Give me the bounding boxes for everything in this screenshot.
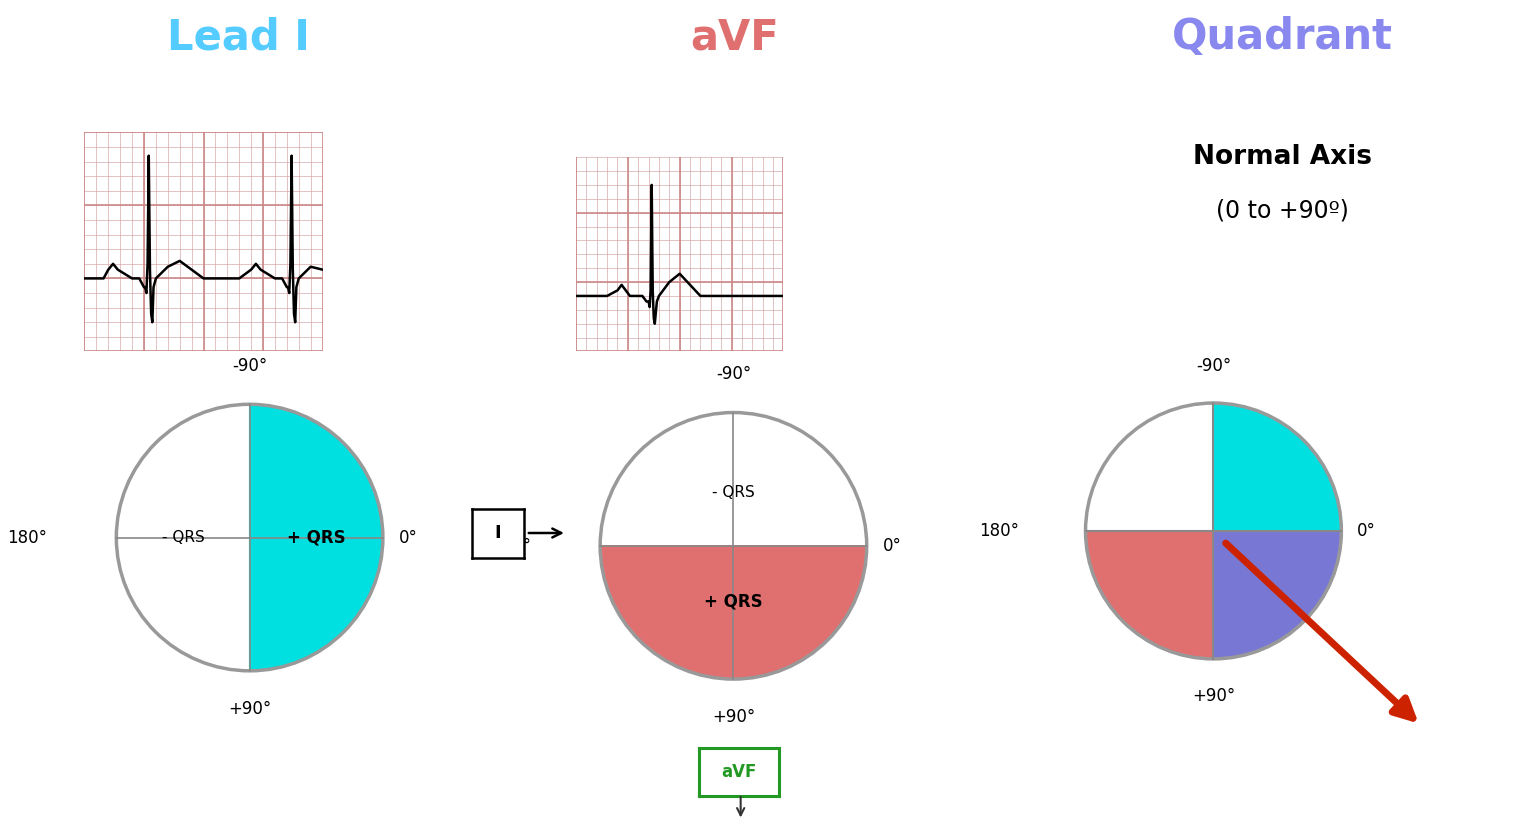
Text: +90°: +90° <box>227 700 272 718</box>
Text: 0°: 0° <box>1356 522 1376 540</box>
Text: aVF: aVF <box>720 762 757 781</box>
Polygon shape <box>1086 403 1213 531</box>
Text: aVF: aVF <box>690 17 779 58</box>
Text: - QRS: - QRS <box>161 530 204 545</box>
Text: -90°: -90° <box>232 357 267 375</box>
Polygon shape <box>1086 531 1213 659</box>
Polygon shape <box>249 404 382 671</box>
Text: 180°: 180° <box>978 522 1018 540</box>
Text: I: I <box>495 524 501 543</box>
Text: 0°: 0° <box>883 537 902 555</box>
Polygon shape <box>1213 531 1341 659</box>
Text: -90°: -90° <box>1197 357 1230 375</box>
Text: 180°: 180° <box>8 528 48 547</box>
Text: 180°: 180° <box>492 537 531 555</box>
Text: Normal Axis: Normal Axis <box>1193 144 1372 170</box>
Polygon shape <box>601 546 866 679</box>
Text: + QRS: + QRS <box>703 593 763 611</box>
Text: + QRS: + QRS <box>287 528 346 547</box>
Polygon shape <box>601 413 866 546</box>
Polygon shape <box>1213 403 1341 531</box>
Text: -90°: -90° <box>716 366 751 383</box>
Text: - QRS: - QRS <box>713 485 754 500</box>
Text: +90°: +90° <box>1192 687 1235 705</box>
Polygon shape <box>117 404 249 671</box>
Text: Lead I: Lead I <box>166 17 310 58</box>
Text: Quadrant: Quadrant <box>1172 17 1393 58</box>
Text: 0°: 0° <box>399 528 418 547</box>
Text: +90°: +90° <box>711 709 756 726</box>
Text: (0 to +90º): (0 to +90º) <box>1217 198 1349 223</box>
